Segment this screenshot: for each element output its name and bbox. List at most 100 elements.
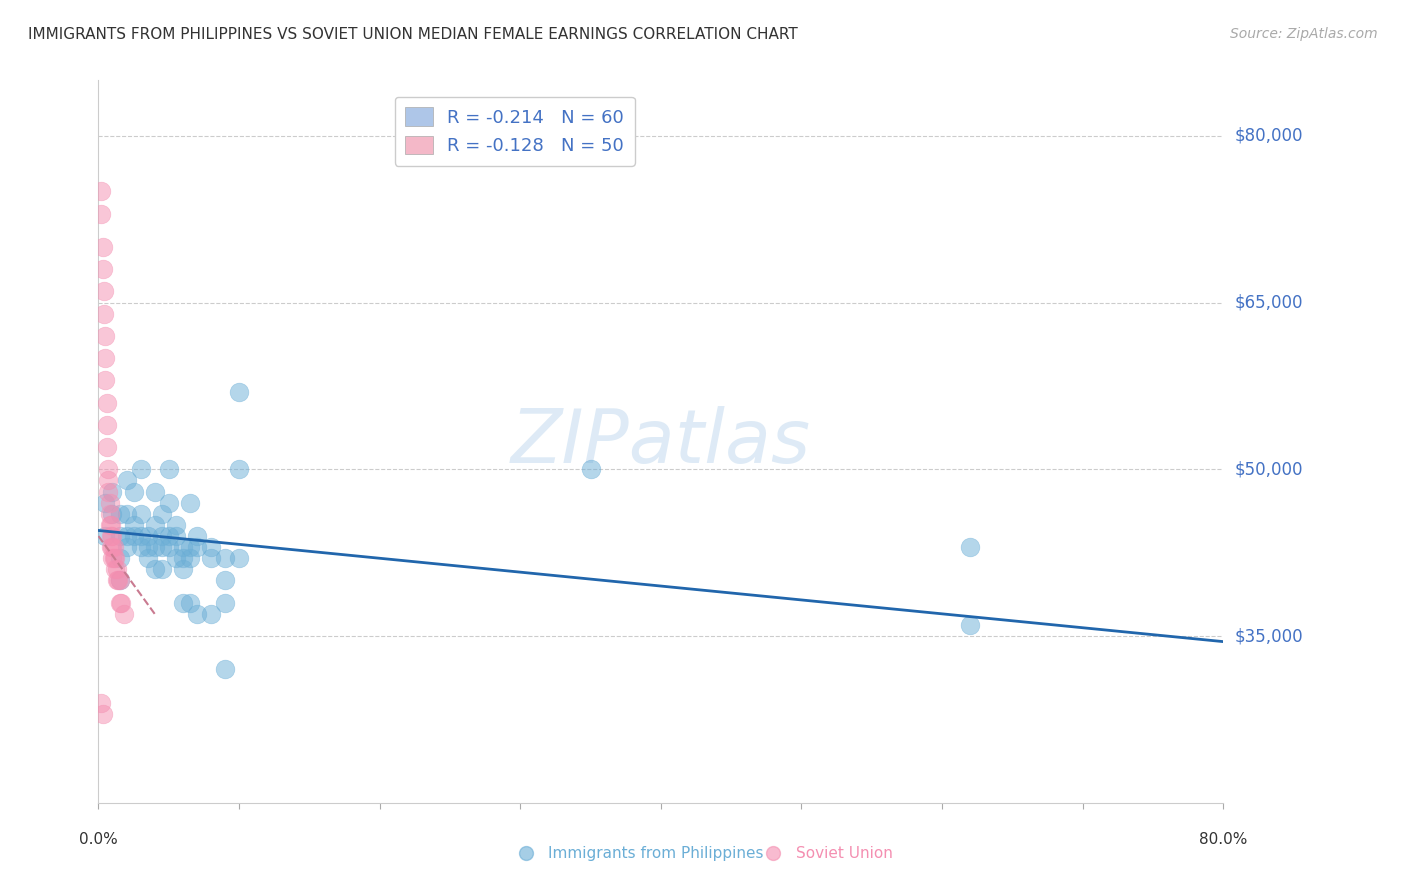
Point: [150, 540, 173, 554]
Point: [165, 517, 187, 532]
Point: [186, 607, 208, 621]
Point: [93, 307, 115, 321]
Text: ZIPatlas: ZIPatlas: [510, 406, 811, 477]
Point: [136, 540, 159, 554]
Point: [98, 517, 121, 532]
Point: [143, 484, 166, 499]
Point: [97, 462, 120, 476]
Point: [115, 474, 138, 488]
Point: [165, 551, 187, 566]
Point: [98, 507, 121, 521]
Point: [110, 596, 132, 610]
Point: [90, 185, 112, 199]
Point: [115, 529, 138, 543]
Point: [172, 562, 194, 576]
Point: [228, 462, 250, 476]
Point: [91, 706, 114, 721]
Point: [103, 551, 125, 566]
Point: [228, 384, 250, 399]
Point: [179, 540, 201, 554]
Point: [129, 462, 152, 476]
Point: [108, 507, 131, 521]
Point: [94, 496, 117, 510]
Point: [157, 529, 180, 543]
Point: [93, 285, 115, 299]
Point: [200, 540, 222, 554]
Point: [108, 574, 131, 588]
Point: [100, 529, 122, 543]
Text: 0.0%: 0.0%: [79, 831, 118, 847]
Point: [129, 507, 152, 521]
Point: [959, 618, 981, 632]
Point: [214, 662, 236, 676]
Point: [122, 484, 145, 499]
Point: [959, 540, 981, 554]
Point: [104, 562, 127, 576]
Point: [214, 574, 236, 588]
Point: [108, 551, 131, 566]
Point: [107, 574, 129, 588]
Point: [101, 484, 124, 499]
Text: $80,000: $80,000: [1234, 127, 1303, 145]
Text: $35,000: $35,000: [1234, 627, 1303, 645]
Point: [101, 529, 124, 543]
Point: [100, 540, 122, 554]
Point: [108, 596, 131, 610]
Point: [90, 207, 112, 221]
Point: [91, 262, 114, 277]
Point: [165, 529, 187, 543]
Point: [157, 540, 180, 554]
Text: Soviet Union: Soviet Union: [796, 846, 893, 861]
Text: $50,000: $50,000: [1234, 460, 1303, 478]
Point: [96, 417, 118, 432]
Point: [122, 517, 145, 532]
Point: [97, 484, 120, 499]
Point: [157, 462, 180, 476]
Point: [129, 540, 152, 554]
Point: [200, 551, 222, 566]
Point: [143, 562, 166, 576]
Text: Immigrants from Philippines: Immigrants from Philippines: [548, 846, 763, 861]
Point: [105, 574, 128, 588]
Point: [172, 540, 194, 554]
Point: [157, 496, 180, 510]
Point: [100, 517, 122, 532]
Point: [97, 474, 120, 488]
Point: [94, 373, 117, 387]
Point: [108, 574, 131, 588]
Point: [101, 507, 124, 521]
Point: [105, 562, 128, 576]
Point: [150, 507, 173, 521]
Point: [94, 329, 117, 343]
Point: [90, 696, 112, 710]
Text: IMMIGRANTS FROM PHILIPPINES VS SOVIET UNION MEDIAN FEMALE EARNINGS CORRELATION C: IMMIGRANTS FROM PHILIPPINES VS SOVIET UN…: [28, 27, 797, 42]
Point: [136, 551, 159, 566]
Point: [104, 551, 127, 566]
Point: [150, 562, 173, 576]
Point: [96, 440, 118, 454]
Point: [94, 351, 117, 366]
Text: $65,000: $65,000: [1234, 293, 1303, 311]
Point: [179, 596, 201, 610]
Point: [579, 462, 602, 476]
Point: [179, 551, 201, 566]
Point: [91, 240, 114, 254]
Point: [179, 496, 201, 510]
Point: [172, 551, 194, 566]
Point: [129, 529, 152, 543]
Point: [98, 496, 121, 510]
Text: Source: ZipAtlas.com: Source: ZipAtlas.com: [1230, 27, 1378, 41]
Point: [122, 529, 145, 543]
Point: [96, 395, 118, 409]
Point: [112, 607, 135, 621]
Point: [228, 551, 250, 566]
Point: [143, 540, 166, 554]
Point: [115, 540, 138, 554]
Point: [94, 529, 117, 543]
Point: [115, 507, 138, 521]
Text: 80.0%: 80.0%: [1199, 831, 1247, 847]
Point: [136, 529, 159, 543]
Point: [103, 540, 125, 554]
Point: [150, 529, 173, 543]
Point: [214, 551, 236, 566]
